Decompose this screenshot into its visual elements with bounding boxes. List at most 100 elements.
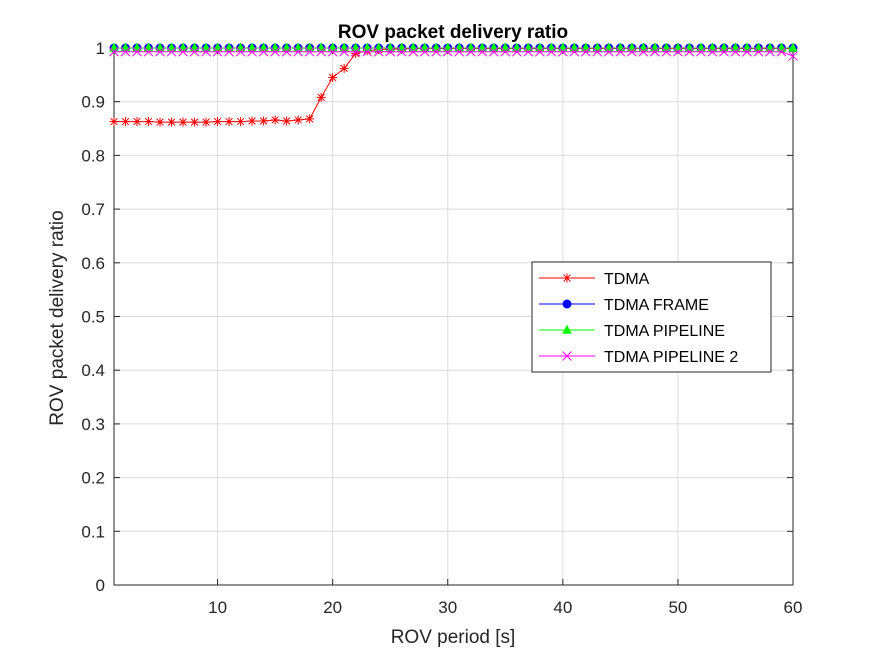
- data-point-tdma-pipeline-2: [673, 46, 683, 57]
- x-tick-label: 20: [323, 598, 342, 617]
- data-point-tdma-pipeline-2: [742, 46, 752, 57]
- data-point-tdma: [316, 92, 326, 102]
- data-point-tdma-pipeline-2: [120, 46, 131, 57]
- data-point-tdma-pipeline-2: [270, 46, 280, 57]
- data-point-tdma-pipeline-2: [385, 46, 396, 57]
- x-tick-label: 10: [208, 598, 227, 617]
- data-point-tdma-pipeline-2: [419, 46, 430, 57]
- legend: TDMA TDMA FRAME TDMA PIPELINE TDMA PIPELINE…: [531, 261, 772, 373]
- legend-entry-tdma: TDMA: [539, 271, 650, 288]
- y-tick-label: 0.9: [81, 93, 105, 112]
- data-point-tdma: [213, 117, 223, 127]
- data-point-tdma: [109, 117, 119, 127]
- x-tick-label: 30: [438, 598, 457, 617]
- y-tick-label: 0: [96, 576, 105, 595]
- y-tick-label: 0.4: [81, 361, 105, 380]
- y-axis-label: ROV packet delivery ratio: [47, 210, 68, 425]
- y-tick-label: 1: [96, 39, 105, 58]
- data-point-tdma: [178, 117, 188, 127]
- legend-marker: [562, 351, 572, 361]
- data-point-tdma-pipeline-2: [235, 46, 246, 57]
- y-tick-label: 0.2: [81, 469, 105, 488]
- data-point-tdma-pipeline-2: [247, 46, 257, 57]
- data-point-tdma: [167, 117, 177, 127]
- data-point-tdma: [224, 117, 234, 127]
- data-point-tdma-pipeline-2: [488, 46, 499, 57]
- legend-label: TDMA: [604, 271, 650, 288]
- data-point-tdma-pipeline-2: [546, 46, 557, 57]
- data-point-tdma: [144, 117, 154, 127]
- data-point-tdma-pipeline-2: [719, 46, 729, 57]
- data-point-tdma-pipeline-2: [465, 46, 476, 57]
- legend-label: TDMA PIPELINE: [604, 323, 725, 340]
- data-point-tdma: [236, 117, 246, 127]
- data-point-tdma-pipeline-2: [109, 46, 119, 57]
- data-point-tdma: [270, 115, 280, 125]
- y-tick-label: 0.1: [81, 522, 105, 541]
- y-tick-label: 0.6: [81, 254, 105, 273]
- data-point-tdma-pipeline-2: [224, 46, 234, 57]
- data-point-tdma-pipeline-2: [592, 46, 603, 57]
- data-point-tdma-pipeline-2: [201, 46, 211, 57]
- x-tick-label: 50: [668, 598, 687, 617]
- series-tdma-pipeline-2: [109, 46, 798, 61]
- data-point-tdma-pipeline-2: [523, 46, 534, 57]
- data-point-tdma: [247, 116, 257, 126]
- data-point-tdma-pipeline-2: [178, 46, 188, 57]
- data-point-tdma-pipeline-2: [408, 46, 419, 57]
- data-point-tdma-pipeline-2: [327, 46, 338, 57]
- data-point-tdma-pipeline-2: [534, 46, 545, 57]
- data-point-tdma: [259, 116, 269, 126]
- data-point-tdma-pipeline-2: [189, 46, 200, 57]
- data-point-tdma-pipeline-2: [454, 46, 465, 57]
- series-line-tdma-pipeline-2: [114, 51, 794, 57]
- data-point-tdma: [328, 73, 338, 83]
- data-point-tdma-pipeline-2: [569, 46, 580, 57]
- legend-marker: [562, 299, 572, 309]
- chart-title: ROV packet delivery ratio: [338, 22, 568, 43]
- data-point-tdma-pipeline-2: [166, 46, 177, 57]
- data-point-tdma-pipeline-2: [684, 46, 695, 57]
- data-point-tdma-pipeline-2: [511, 46, 522, 57]
- data-point-tdma-pipeline-2: [212, 46, 223, 57]
- legend-box: [531, 261, 772, 373]
- data-point-tdma-pipeline-2: [477, 46, 488, 57]
- data-point-tdma: [155, 117, 165, 127]
- data-point-tdma-pipeline-2: [776, 46, 787, 57]
- data-point-tdma-pipeline-2: [580, 46, 591, 57]
- data-point-tdma-pipeline-2: [638, 46, 649, 57]
- y-tick-label: 0.5: [81, 308, 105, 327]
- data-point-tdma-pipeline-2: [155, 46, 165, 57]
- x-tick-label: 40: [553, 598, 572, 617]
- legend-marker: [562, 273, 572, 283]
- data-point-tdma-pipeline-2: [557, 46, 568, 57]
- data-point-tdma-pipeline-2: [316, 46, 327, 57]
- legend-marker: [562, 324, 572, 334]
- data-point-tdma-pipeline-2: [627, 46, 637, 57]
- data-point-tdma-pipeline-2: [650, 46, 660, 57]
- data-point-tdma-pipeline-2: [431, 46, 442, 57]
- data-point-tdma-pipeline-2: [362, 46, 373, 57]
- data-point-tdma: [293, 115, 303, 125]
- data-point-tdma-pipeline-2: [396, 46, 407, 57]
- legend-entry-tdma-pipeline: TDMA PIPELINE: [539, 323, 725, 340]
- y-tick-label: 0.3: [81, 415, 105, 434]
- data-point-tdma-pipeline-2: [143, 46, 154, 57]
- data-point-tdma-pipeline-2: [373, 46, 384, 57]
- y-tick-label: 0.7: [81, 200, 105, 219]
- data-point-tdma-pipeline-2: [132, 46, 142, 57]
- data-point-tdma-pipeline-2: [350, 46, 361, 57]
- data-point-tdma-pipeline-2: [604, 46, 614, 57]
- data-point-tdma: [201, 117, 211, 127]
- legend-label: TDMA FRAME: [604, 297, 709, 314]
- data-point-tdma: [339, 63, 349, 73]
- x-axis-label: ROV period [s]: [391, 627, 516, 648]
- data-point-tdma-pipeline-2: [258, 46, 269, 57]
- data-point-tdma-pipeline-2: [753, 46, 764, 57]
- data-point-tdma-pipeline-2: [661, 46, 672, 57]
- series-layer: [109, 42, 798, 127]
- data-point-tdma: [190, 117, 200, 127]
- data-point-tdma: [282, 116, 292, 126]
- data-point-tdma-pipeline-2: [615, 46, 626, 57]
